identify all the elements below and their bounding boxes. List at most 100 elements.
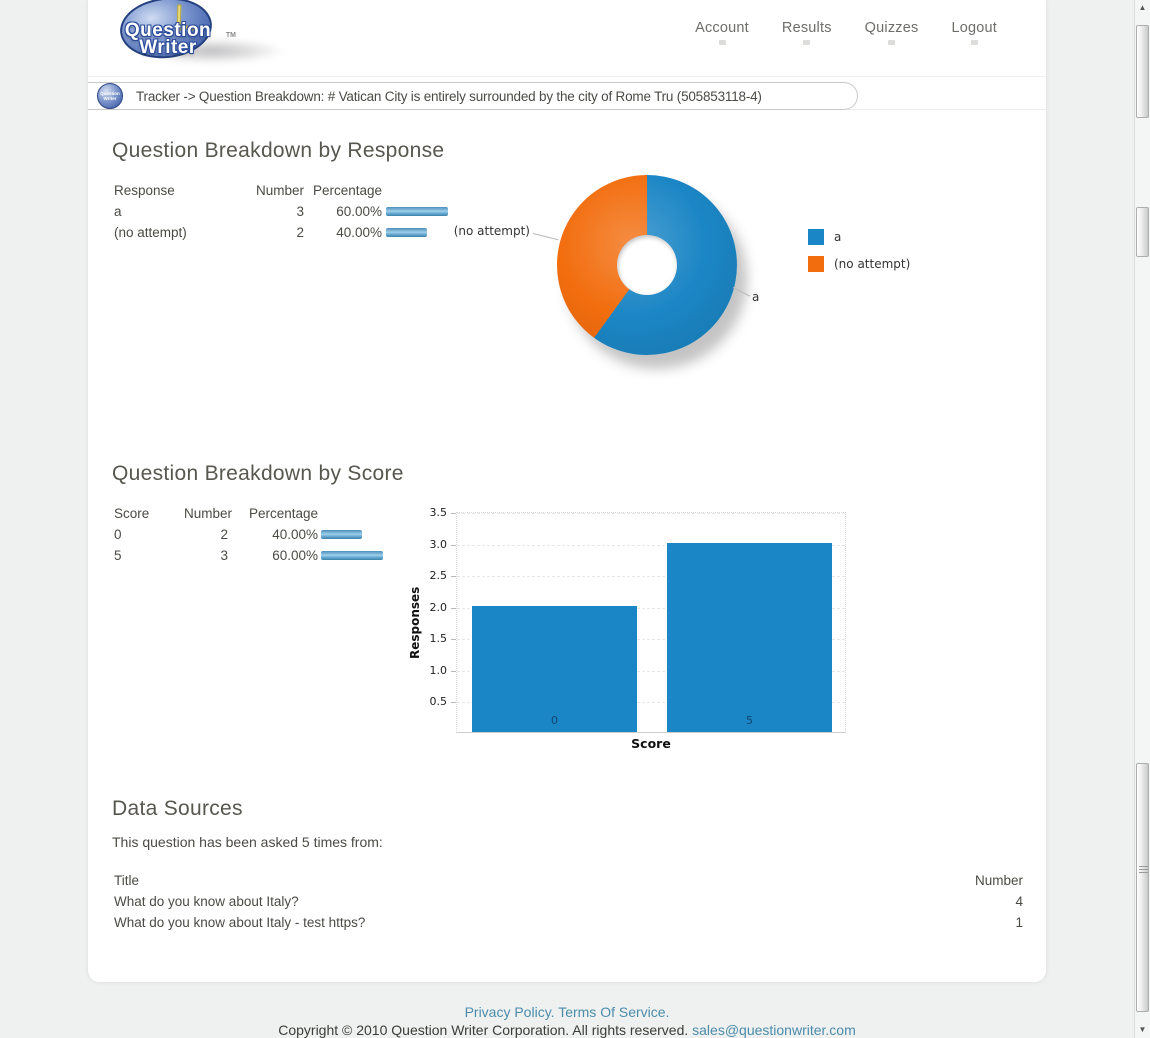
footer: Privacy Policy. Terms Of Service. Copyri…: [87, 1004, 1047, 1038]
logo-wordmark: Question Writer: [108, 20, 228, 58]
number-cell: 3: [220, 548, 228, 563]
copyright-text: Copyright © 2010 Question Writer Corpora…: [278, 1022, 689, 1038]
table-row: 0 2 40.00%: [114, 524, 444, 545]
percentage-bar: [386, 228, 427, 237]
bar-cell: [382, 207, 544, 216]
legend-item: (no attempt): [808, 256, 910, 272]
gridline: [457, 576, 845, 578]
nav-item-results[interactable]: Results: [782, 20, 832, 45]
number-cell: 2: [220, 527, 228, 542]
column-header: Number: [974, 873, 1023, 888]
score-bar-chart: 0.5 1.0 1.5 2.0 2.5 3.0 3.5 0 5: [430, 506, 846, 733]
trademark-symbol: TM: [225, 32, 236, 39]
column-header: Score: [114, 506, 150, 521]
column-header: Response: [114, 183, 175, 198]
logo-line1: Question: [124, 20, 212, 41]
header: Question Writer TM Account Results Quizz…: [88, 0, 1046, 77]
y-tick-label: 1.0: [429, 663, 448, 677]
main-nav: Account Results Quizzes Logout: [695, 20, 997, 45]
gridline: [457, 670, 845, 672]
breadcrumb-text: Tracker -> Question Breakdown: # Vatican…: [136, 88, 762, 104]
legend-label: (no attempt): [834, 257, 911, 271]
qw-globe-icon: Question Writer: [97, 83, 123, 109]
footer-links: Privacy Policy. Terms Of Service.: [87, 1004, 1047, 1020]
section-title-score: Question Breakdown by Score: [112, 462, 404, 485]
table-header-row: Title Number: [114, 870, 1023, 891]
section-title-response: Question Breakdown by Response: [112, 139, 445, 162]
content-card: Question Writer TM Account Results Quizz…: [87, 0, 1047, 982]
nav-label: Results: [781, 20, 832, 36]
table-header-row: Response Number Percentage: [114, 180, 544, 201]
data-sources-table: Title Number What do you know about Italy?…: [114, 870, 1023, 933]
question-writer-logo[interactable]: Question Writer TM: [108, 0, 286, 64]
copyright-line: Copyright © 2010 Question Writer Corpora…: [87, 1022, 1047, 1038]
score-table: Score Number Percentage 0 2 40.00% 5 3 60.00%: [114, 503, 444, 566]
gridline: [457, 702, 845, 704]
legend-item: a: [808, 229, 910, 245]
thumb-grip: [1139, 872, 1148, 873]
percentage-bar: [321, 530, 362, 539]
column-header: Title: [114, 873, 140, 888]
nav-label: Quizzes: [864, 20, 919, 36]
scrollbar-thumb[interactable]: [1136, 207, 1149, 257]
response-table: Response Number Percentage a 3 60.00% (no atte…: [114, 180, 544, 243]
sales-email-link[interactable]: sales@questionwriter.com: [692, 1022, 856, 1038]
row-label-cell: a: [114, 204, 122, 219]
gridline: [457, 544, 845, 546]
donut-hole: [617, 235, 677, 295]
y-tick-mark: [451, 607, 456, 609]
nav-item-quizzes[interactable]: Quizzes: [865, 20, 919, 45]
logo-line2: Writer: [139, 37, 197, 58]
gridline: [457, 639, 845, 641]
bar-cell: [382, 228, 544, 237]
pie-label-no-attempt: (no attempt): [453, 224, 530, 238]
nav-label: Account: [695, 20, 749, 36]
title-cell: What do you know about Italy - test http…: [114, 915, 366, 930]
data-sources-subtitle: This question has been asked 5 times fro…: [112, 834, 383, 850]
row-label-cell: 0: [114, 527, 122, 542]
y-tick-mark: [451, 702, 456, 704]
breadcrumb: Question Writer Tracker -> Question Break…: [88, 82, 858, 110]
nav-dropdown-dot-icon: [718, 40, 726, 45]
thumb-grip: [1139, 869, 1148, 870]
nav-item-logout[interactable]: Logout: [951, 20, 997, 45]
bar-category-label: 5: [746, 714, 753, 727]
y-tick-mark: [451, 544, 456, 546]
thumb-grip: [1139, 866, 1148, 867]
gridline: [457, 513, 845, 514]
scrollbar-thumb[interactable]: [1136, 763, 1149, 1012]
bar: 5: [667, 542, 832, 732]
column-header: Percentage: [312, 183, 382, 198]
table-row: What do you know about Italy? 4: [114, 891, 1023, 912]
y-tick-label: 1.5: [429, 632, 448, 646]
scrollbar-thumb[interactable]: [1136, 25, 1149, 118]
y-tick-mark: [451, 576, 456, 578]
number-cell: 3: [296, 204, 304, 219]
y-tick-label: 2.5: [429, 569, 448, 583]
nav-label: Logout: [951, 20, 997, 36]
nav-dropdown-dot-icon: [970, 40, 978, 45]
table-header-row: Score Number Percentage: [114, 503, 444, 524]
percentage-bar: [386, 207, 448, 216]
pie-callout-line: [732, 287, 751, 297]
chart-legend: a (no attempt): [808, 229, 910, 272]
bar: 0: [472, 605, 637, 732]
y-tick-label: 2.0: [429, 600, 448, 614]
scroll-down-arrow-icon[interactable]: ▼: [1138, 1025, 1147, 1034]
percentage-bar: [321, 551, 383, 560]
privacy-policy-link[interactable]: Privacy Policy.: [464, 1004, 555, 1020]
terms-of-service-link[interactable]: Terms Of Service.: [558, 1004, 670, 1020]
number-cell: 1: [1015, 915, 1023, 930]
row-label-cell: 5: [114, 548, 122, 563]
table-row: What do you know about Italy - test http…: [114, 912, 1023, 933]
y-tick-mark: [451, 513, 456, 514]
percentage-cell: 60.00%: [336, 204, 382, 219]
nav-item-account[interactable]: Account: [695, 20, 749, 45]
column-header: Number: [255, 183, 304, 198]
gridline: [457, 607, 845, 609]
column-header: Number: [184, 506, 233, 521]
legend-swatch: [808, 229, 824, 245]
nav-dropdown-dot-icon: [888, 40, 896, 45]
scroll-up-arrow-icon[interactable]: ▲: [1138, 3, 1147, 12]
scrollbar[interactable]: ▲ ▼: [1134, 0, 1150, 1038]
